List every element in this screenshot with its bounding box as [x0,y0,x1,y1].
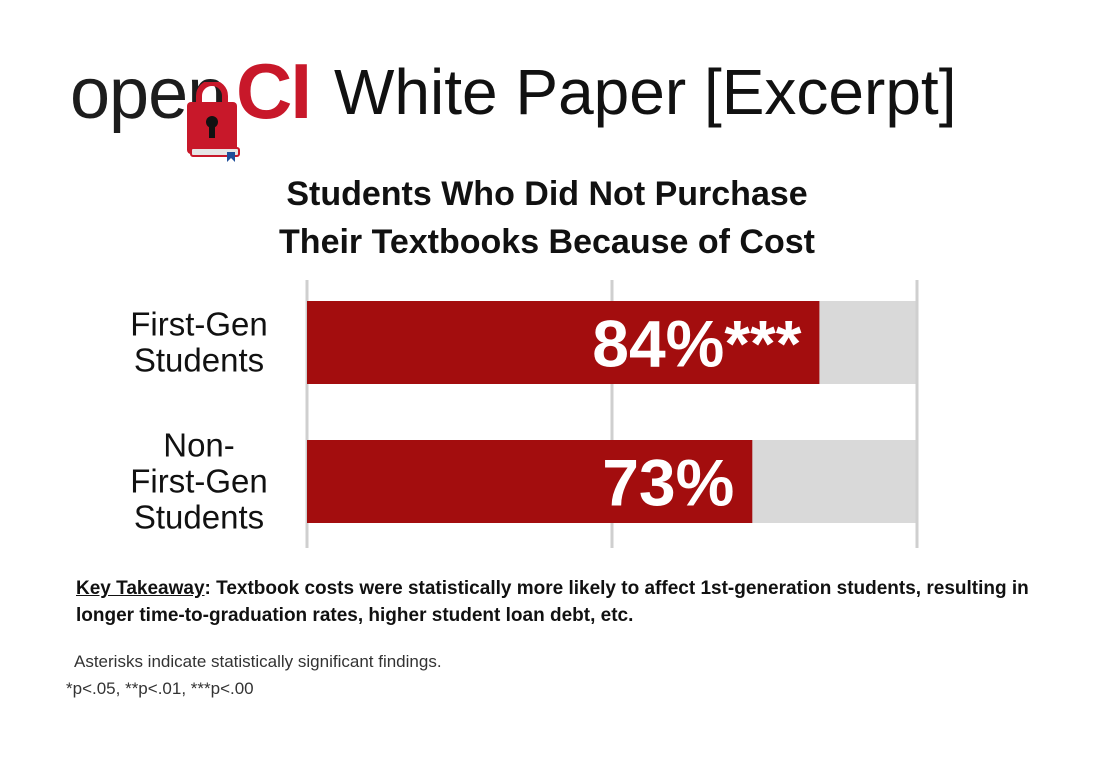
logo-ci-text: CI [236,47,312,135]
p-value-legend: *p<.05, **p<.01, ***p<.00 [66,679,254,698]
key-takeaway-text: : Textbook costs were statistically more… [76,578,1029,626]
category-label-0-1: Students [134,342,264,379]
chart-title: Students Who Did Not Purchase Their Text… [0,170,1094,266]
bar-1 [307,440,753,523]
significance-note: Asterisks indicate statistically signifi… [74,652,442,671]
category-label-1-2: Students [134,499,264,536]
opencl-logo: open CI [70,47,320,162]
key-takeaway: Key Takeaway: Textbook costs were statis… [76,575,1036,629]
category-label-0-0: First-Gen [130,306,268,343]
page-title: White Paper [Excerpt] [334,56,957,128]
bar-chart: 84%***First-GenStudents73%Non-First-GenS… [130,280,919,548]
chart-title-line-2: Their Textbooks Because of Cost [279,223,815,261]
category-label-1-1: First-Gen [130,463,268,500]
category-label-1-0: Non- [163,427,235,464]
lock-book-icon [187,82,240,162]
header: open CI White Paper [Excerpt] [70,47,1030,162]
data-label-1: 73% [602,446,734,520]
key-takeaway-label: Key Takeaway [76,578,205,599]
bar-0 [307,301,820,384]
data-label-0: 84%*** [592,307,801,381]
chart-title-line-1: Students Who Did Not Purchase [286,175,808,213]
